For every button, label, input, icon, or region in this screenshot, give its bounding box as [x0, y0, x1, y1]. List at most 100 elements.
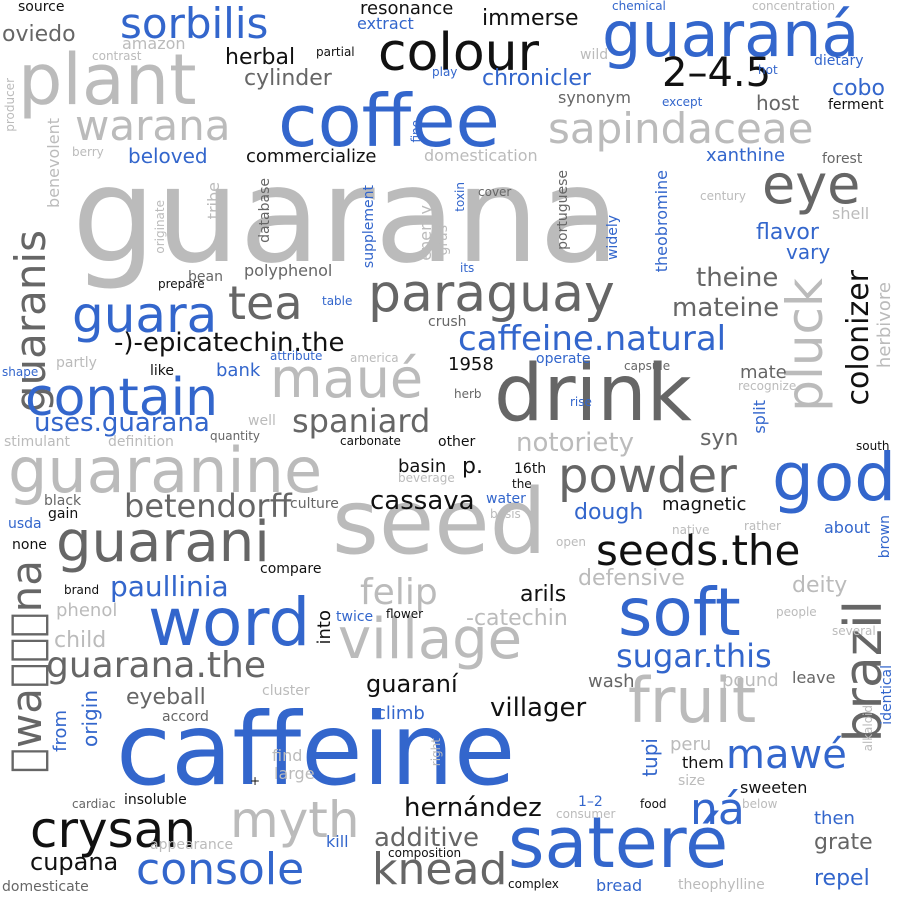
word-compare: compare [260, 561, 322, 577]
word-food: food [640, 797, 667, 811]
word-cupana: cupana [30, 848, 119, 876]
word-maue: maué [270, 347, 424, 410]
word-chemical: chemical [612, 0, 666, 13]
word-spaniard: spaniard [292, 402, 431, 440]
word-guara: guara [72, 286, 218, 344]
word-satere: sateré [508, 802, 729, 884]
word-bread: bread [596, 876, 643, 895]
word-tea: tea [228, 276, 303, 330]
word-cardiac: cardiac [72, 797, 116, 811]
word-god: god [772, 439, 897, 516]
word-felip: felip [360, 572, 438, 613]
word-partly: partly [56, 355, 97, 371]
word-beloved: beloved [128, 144, 208, 168]
word-coffee: coffee [278, 79, 500, 163]
word-peru: peru [670, 734, 712, 755]
word-herbal: herbal [225, 45, 296, 70]
word-sorbilis: sorbilis [120, 0, 269, 48]
word-magnetic: magnetic [662, 494, 747, 515]
word-insoluble: insoluble [124, 792, 187, 808]
word-consumer: consumer [556, 807, 616, 821]
word-portuguese: portuguese [555, 170, 571, 250]
word-resonance: resonance [360, 0, 454, 19]
word-paraguay: paraguay [368, 264, 615, 324]
word-guarana-the: guarana.the [46, 645, 266, 686]
word-energy: energy [416, 205, 435, 261]
word-concentration: concentration [752, 0, 836, 13]
word-myth: myth [230, 791, 360, 849]
word-wa-na:  wa   na [2, 560, 51, 774]
word-benevolent: benevolent [44, 118, 63, 208]
word-mawe: mawé [726, 732, 847, 778]
word-twice: twice [336, 609, 374, 625]
word-fruit: fruit [628, 664, 757, 737]
word-guaranine: guaranine [8, 434, 323, 507]
word-fine: fine [409, 120, 423, 143]
word-hot: hot [758, 63, 778, 77]
word-synonym: synonym [558, 88, 631, 107]
word-flavor: flavor [756, 220, 819, 245]
word-prepare: prepare [158, 277, 205, 291]
word-sixteenth: 16th [514, 461, 547, 477]
word-syn: syn [700, 426, 739, 451]
word-accord: accord [162, 709, 209, 725]
word-other: other [438, 434, 476, 450]
word-cobo: cobo [832, 76, 885, 101]
word-eyeball: eyeball [126, 685, 206, 710]
word-south: south [856, 439, 890, 453]
word-soft: soft [618, 574, 741, 651]
word-paullinia: paullinia [110, 570, 229, 603]
word-water: water [486, 491, 526, 507]
word-defensive: defensive [578, 566, 685, 591]
word-into: into [314, 610, 335, 645]
word-phenol: phenol [56, 600, 118, 621]
word-xanthine: xanthine [706, 145, 786, 166]
word-warana: warana [75, 101, 231, 150]
word-additive: additive [374, 823, 479, 853]
word-eye: eye [762, 153, 861, 216]
word-tribe: tribe [204, 182, 223, 220]
word-rather: rather [744, 519, 781, 533]
word-theobromine: theobromine [652, 170, 671, 273]
word-about: about [824, 518, 871, 537]
word-flower: flower [386, 607, 424, 621]
word-toxin: toxin [453, 182, 467, 212]
word-extract: extract [357, 14, 414, 33]
word-sapindaceae: sapindaceae [548, 104, 814, 153]
word-caffeine-natural: caffeine.natural [458, 319, 727, 359]
word-shell: shell [832, 204, 870, 223]
word-deity: deity [792, 573, 848, 598]
word-knead: knead [372, 844, 508, 895]
word-appearance: appearance [150, 837, 234, 853]
word-drink: drink [494, 349, 692, 439]
word-like: like [150, 363, 175, 379]
word-guarani-accent: guaraní [366, 670, 458, 698]
word-play: play [432, 65, 458, 79]
word-crysan: crysan [30, 801, 197, 859]
word-herb: herb [454, 387, 482, 401]
word-domesticate: domesticate [2, 879, 89, 895]
word-p: p. [462, 454, 483, 479]
word-find: find [272, 746, 303, 765]
word-betendorff: betendorff [124, 487, 292, 525]
word-database: database [257, 178, 273, 243]
word-open: open [556, 535, 586, 549]
word-wash: wash [588, 671, 635, 692]
word-definition: definition [108, 434, 174, 450]
word-rise: rise [570, 395, 592, 409]
word-contrast: contrast [92, 49, 142, 63]
word-host: host [756, 91, 800, 115]
word-producer: producer [3, 78, 17, 132]
word-originate: originate [153, 200, 167, 254]
word-one-two: 1–2 [578, 794, 603, 810]
word-dietary: dietary [814, 53, 864, 69]
word-villager: villager [490, 693, 587, 723]
word-tupi: tupi [638, 738, 662, 777]
word-origin: origin [78, 690, 102, 747]
word-basis: basis [490, 507, 521, 521]
word-table: table [322, 294, 353, 308]
word-plant: plant [18, 39, 197, 121]
word-none: none [12, 537, 47, 553]
word-native: native [672, 523, 710, 537]
word-composition: composition [388, 846, 462, 860]
